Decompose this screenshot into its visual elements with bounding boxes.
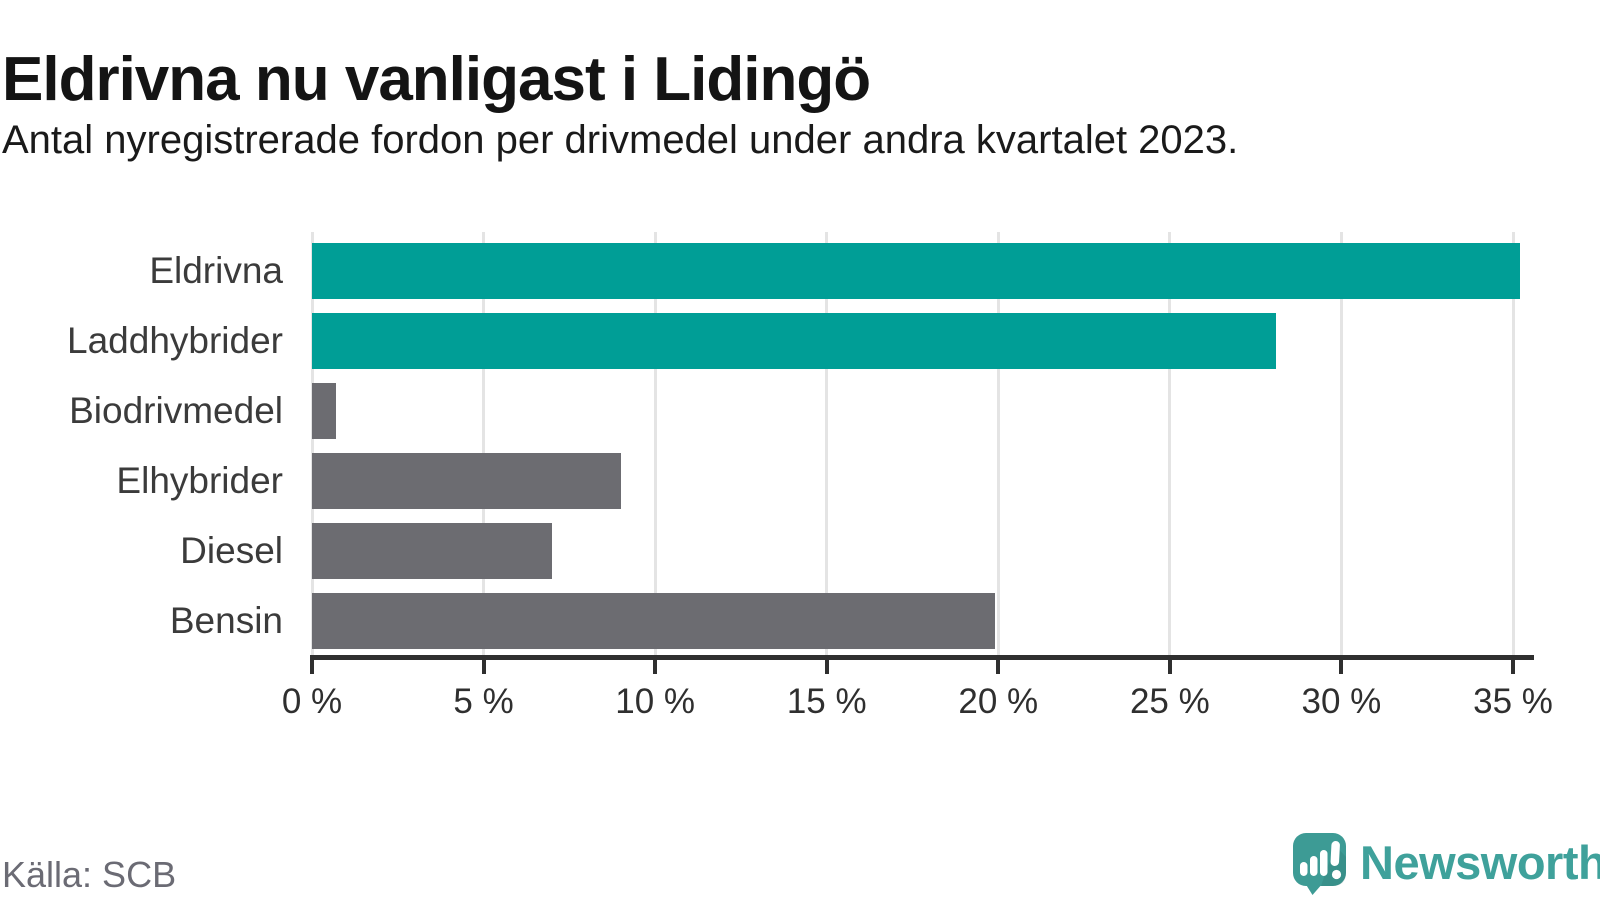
- axis-tick: [824, 655, 829, 674]
- category-label: Elhybrider: [116, 460, 283, 501]
- bar-biodrivmedel: [312, 383, 337, 439]
- newsworthy-logo-icon: [1293, 833, 1346, 895]
- source-note: Källa: SCB: [2, 854, 177, 895]
- axis-tick: [996, 655, 1001, 674]
- gridline: [1339, 232, 1343, 655]
- axis-tick-label: 15 %: [786, 682, 867, 721]
- category-label: Bensin: [169, 600, 283, 641]
- bar-diesel: [312, 523, 553, 579]
- bar-elhybrider: [312, 453, 621, 509]
- gridline: [310, 232, 314, 655]
- category-label: Diesel: [180, 530, 283, 571]
- axis-tick: [481, 655, 486, 674]
- axis-tick: [653, 655, 658, 674]
- page-title: Eldrivna nu vanligast i Lidingö: [2, 44, 871, 114]
- axis-tick-label: 25 %: [1129, 682, 1210, 721]
- gridline: [1511, 232, 1515, 655]
- gridline: [996, 232, 1000, 655]
- gridline: [653, 232, 657, 655]
- category-label: Biodrivmedel: [69, 390, 283, 431]
- axis-tick-label: 0 %: [281, 682, 343, 721]
- axis-tick: [310, 655, 314, 674]
- x-axis-line: [310, 655, 1534, 660]
- axis-tick-label: 20 %: [958, 682, 1039, 721]
- bar-eldrivna: [312, 243, 1520, 299]
- axis-tick-label: 5 %: [453, 682, 514, 721]
- category-label: Laddhybrider: [67, 320, 283, 361]
- bar-laddhybrider: [312, 313, 1277, 369]
- gridline: [482, 232, 486, 655]
- axis-tick: [1339, 655, 1344, 674]
- axis-tick-label: 10 %: [615, 682, 696, 721]
- gridline: [825, 232, 829, 655]
- axis-tick-label: 35 %: [1473, 682, 1553, 721]
- axis-tick: [1167, 655, 1172, 674]
- chart-subtitle: Antal nyregistrerade fordon per drivmede…: [2, 118, 1239, 162]
- brand-name: Newsworthy: [1360, 836, 1600, 889]
- axis-tick-label: 30 %: [1301, 682, 1382, 721]
- axis-tick: [1511, 655, 1515, 674]
- category-label: Eldrivna: [149, 250, 283, 291]
- bar-bensin: [312, 593, 995, 649]
- gridline: [1168, 232, 1172, 655]
- brand-lockup: Newsworthy: [1291, 831, 1600, 895]
